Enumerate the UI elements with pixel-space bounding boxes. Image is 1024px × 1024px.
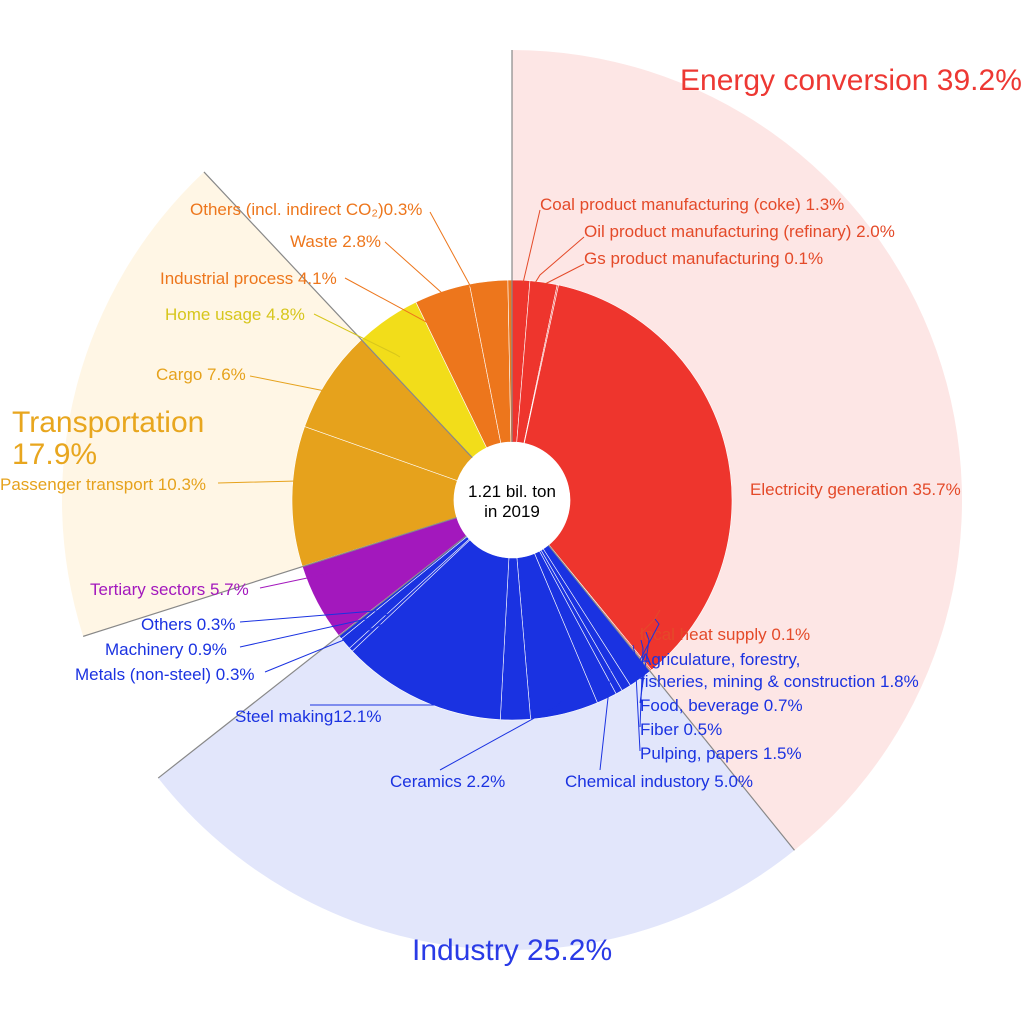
slice-label: Gs product manufacturing 0.1%	[584, 249, 823, 268]
emissions-pie-chart: 1.21 bil. tonin 2019 Coal product manufac…	[0, 0, 1024, 1024]
slice-label-line2: fisheries, mining & construction 1.8%	[640, 672, 919, 691]
slice-label: Industrial process 4.1%	[160, 269, 337, 288]
slice-label: Home usage 4.8%	[165, 305, 305, 324]
slice-label: Oil product manufacturing (refinary) 2.0…	[584, 222, 895, 241]
slice-label: Others (incl. indirect CO₂)0.3%	[190, 200, 422, 219]
slice-label: Chemical industory 5.0%	[565, 772, 753, 791]
outer-sector-label: Transportation	[12, 406, 204, 439]
slice-label: Cargo 7.6%	[156, 365, 246, 384]
outer-sector-label: Industry 25.2%	[412, 934, 612, 967]
slice-label: Tertiary sectors 5.7%	[90, 580, 249, 599]
slice-label: Pulping, papers 1.5%	[640, 744, 802, 763]
slice-label: Waste 2.8%	[290, 232, 381, 251]
slice-label: Steel making12.1%	[235, 707, 381, 726]
slice-label: Agriculature, forestry,	[640, 650, 800, 669]
slice-label: Ceramics 2.2%	[390, 772, 505, 791]
center-text-line2: in 2019	[484, 502, 540, 521]
slice-label: Others 0.3%	[141, 615, 236, 634]
slice-label: local heat supply 0.1%	[640, 625, 810, 644]
outer-sector-label: Energy conversion 39.2%	[680, 64, 1022, 97]
slice-label: Food, beverage 0.7%	[640, 696, 803, 715]
slice-label: Machinery 0.9%	[105, 640, 227, 659]
slice-label: Metals (non-steel) 0.3%	[75, 665, 255, 684]
slice-label: Passenger transport 10.3%	[0, 475, 206, 494]
slice-label: Electricity generation 35.7%	[750, 480, 961, 499]
outer-sector-label-line2: 17.9%	[12, 438, 97, 471]
slice-label: Coal product manufacturing (coke) 1.3%	[540, 195, 844, 214]
slice-label: Fiber 0.5%	[640, 720, 722, 739]
center-text-line1: 1.21 bil. ton	[468, 482, 556, 501]
